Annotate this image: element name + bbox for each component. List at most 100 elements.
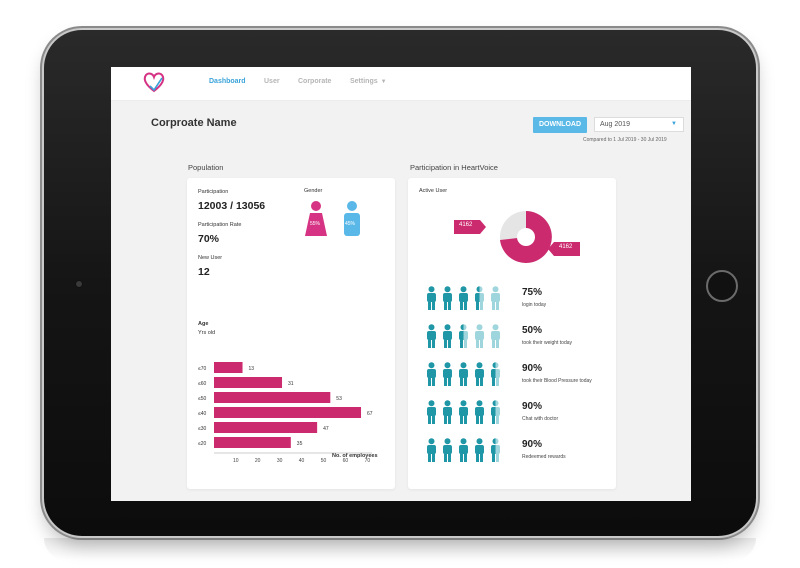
person-icon: [442, 400, 453, 424]
participation-label: Participation: [198, 189, 229, 195]
person-icon: [442, 324, 453, 348]
stat-label: took their Blood Pressure today: [522, 378, 592, 384]
nav-dashboard[interactable]: Dashboard: [209, 78, 246, 85]
x-tick-label: 20: [255, 458, 261, 464]
female-icon: [305, 201, 327, 236]
donut-left-value: 4162: [459, 222, 473, 228]
person-icon: [458, 324, 469, 348]
download-button[interactable]: DOWNLOAD: [533, 117, 587, 133]
age-bar-value: 53: [336, 396, 342, 402]
person-icon: [474, 362, 485, 386]
age-bar: [214, 362, 243, 373]
participation-rate-value: 70%: [198, 233, 220, 245]
age-bar-value: 47: [323, 426, 329, 432]
person-icon: [426, 400, 437, 424]
age-bar: [214, 392, 331, 403]
camera-icon: [76, 281, 82, 287]
month-select[interactable]: Aug 2019 ▼: [594, 117, 684, 132]
active-user-donut: [454, 211, 580, 263]
participation-rate-label: Participation Rate: [198, 222, 242, 228]
person-icon: [442, 438, 453, 462]
age-bar-value: 31: [288, 381, 294, 387]
age-bar-value: 13: [249, 366, 255, 372]
x-tick-label: 60: [343, 458, 349, 464]
stat-percent: 90%: [522, 439, 543, 450]
person-icon: [474, 324, 485, 348]
age-category-label: ≤20: [198, 441, 207, 447]
gender-label: Gender: [304, 188, 323, 194]
age-bar: [214, 377, 283, 388]
stat-label: Redeemed rewards: [522, 454, 566, 460]
population-title: Population: [188, 163, 224, 172]
population-card: Participation 12003 / 13056 Participatio…: [187, 178, 395, 489]
home-button[interactable]: [706, 270, 738, 302]
person-icon: [426, 438, 437, 462]
age-bar: [214, 437, 291, 448]
person-icon: [490, 438, 501, 462]
x-tick-label: 40: [299, 458, 305, 464]
female-percent: 55%: [310, 221, 321, 227]
age-bar-value: 67: [367, 411, 373, 417]
person-icon: [474, 286, 485, 310]
heart-logo-icon[interactable]: [141, 69, 167, 95]
month-select-value: Aug 2019: [600, 121, 630, 128]
person-icon: [458, 362, 469, 386]
male-percent: 45%: [345, 221, 356, 227]
person-icon: [490, 286, 501, 310]
person-icon: [426, 362, 437, 386]
age-bar: [214, 407, 362, 418]
age-category-label: ≤30: [198, 426, 207, 432]
age-chart-title: Age: [198, 321, 209, 327]
stat-percent: 90%: [522, 401, 543, 412]
age-chart-xlabel: No. of employees: [332, 453, 378, 459]
person-icon: [442, 286, 453, 310]
nav-settings-label: Settings: [350, 78, 378, 85]
stat-percent: 90%: [522, 363, 543, 374]
compare-date-range: Compared to 1 Jul 2019 - 30 Jul 2019: [583, 137, 667, 143]
tablet-reflection: [44, 538, 756, 560]
person-icon: [426, 324, 437, 348]
person-icon: [458, 286, 469, 310]
chevron-down-icon: ▼: [671, 121, 677, 127]
age-category-label: ≤70: [198, 366, 207, 372]
age-bar: [214, 422, 318, 433]
person-icon: [490, 400, 501, 424]
age-category-label: ≤50: [198, 396, 207, 402]
person-icon: [426, 286, 437, 310]
nav-corporate[interactable]: Corporate: [298, 78, 332, 85]
stat-percent: 50%: [522, 325, 543, 336]
screen: Dashboard User Corporate Settings ▼ Corpr…: [111, 67, 691, 501]
person-icon: [474, 400, 485, 424]
stat-percent: 75%: [522, 287, 543, 298]
age-chart-ylabel: Yrs old: [198, 330, 216, 336]
person-icon: [458, 400, 469, 424]
active-user-label: Active User: [419, 188, 448, 194]
x-tick-label: 10: [233, 458, 239, 464]
new-user-label: New User: [198, 255, 223, 261]
top-navigation: Dashboard User Corporate Settings ▼: [111, 67, 691, 101]
stat-label: took their weight today: [522, 340, 573, 346]
heartvoice-card: Active User 4162 4162 75% login today 50% t…: [408, 178, 616, 489]
age-bar-value: 35: [297, 441, 303, 447]
nav-settings[interactable]: Settings ▼: [350, 78, 387, 85]
new-user-value: 12: [198, 266, 210, 278]
x-tick-label: 30: [277, 458, 283, 464]
age-bar-chart: ≤70 13 ≤60 31 ≤50 53 ≤40 67 ≤30 47 ≤20 35 10 20 30 40 50…: [198, 362, 373, 464]
male-icon: [344, 201, 360, 236]
page-title: Corproate Name: [151, 117, 237, 129]
stat-label: login today: [522, 302, 547, 308]
x-tick-label: 50: [321, 458, 327, 464]
person-icon: [458, 438, 469, 462]
person-icon: [490, 324, 501, 348]
x-tick-label: 70: [365, 458, 371, 464]
chevron-down-icon: ▼: [380, 79, 387, 85]
participation-value: 12003 / 13056: [198, 200, 266, 212]
nav-user[interactable]: User: [264, 78, 280, 85]
age-category-label: ≤60: [198, 381, 207, 387]
stat-label: Chat with doctor: [522, 416, 559, 422]
heartvoice-title: Participation in HeartVoice: [410, 163, 498, 172]
person-icon: [490, 362, 501, 386]
person-icon: [474, 438, 485, 462]
person-icon: [442, 362, 453, 386]
age-category-label: ≤40: [198, 411, 207, 417]
